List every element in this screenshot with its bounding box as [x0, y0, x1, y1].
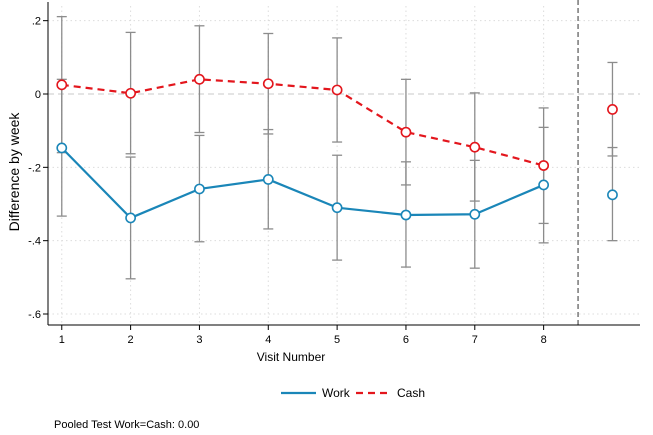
y-tick-label: 0 [35, 89, 41, 101]
y-tick-label: -.2 [28, 162, 41, 174]
x-tick-label: 2 [128, 334, 134, 346]
data-point-work [538, 179, 550, 191]
series-line-work [60, 147, 545, 220]
data-point-work [262, 174, 274, 185]
x-tick-label: 6 [403, 334, 409, 346]
y-tick-label: .2 [32, 16, 41, 28]
data-point-cash [194, 73, 205, 85]
x-axis-title: Visit Number [257, 350, 325, 364]
data-point-work [125, 212, 137, 224]
data-point-cash [262, 78, 274, 90]
y-tick-label: -.6 [28, 309, 41, 321]
x-tick-label: 1 [59, 334, 65, 346]
x-tick-label: 3 [196, 334, 202, 346]
series-lines [60, 78, 545, 220]
data-point-cash [400, 126, 412, 138]
axes: .2 0 -.2 -.4 -.6 1 2 3 4 5 6 7 8 [28, 2, 640, 346]
legend-label-cash: Cash [397, 386, 425, 400]
grid-lines [48, 6, 640, 325]
data-point-cash [469, 141, 481, 153]
data-point-work [331, 202, 343, 214]
y-tick-label: -.4 [28, 236, 41, 248]
x-tick-label: 5 [334, 334, 340, 346]
reference-lines [48, 0, 640, 325]
data-point-cash [56, 79, 68, 91]
data-point-work [400, 209, 412, 221]
data-point-cash [125, 87, 137, 99]
data-points [56, 73, 618, 224]
y-axis-title: Difference by week [6, 112, 22, 232]
pooled-point-cash [607, 104, 618, 115]
data-point-work [56, 142, 68, 154]
legend-label-work: Work [322, 386, 351, 400]
confidence-intervals [56, 15, 618, 280]
series-line-cash [61, 78, 544, 167]
data-point-cash [331, 84, 343, 96]
data-point-work [469, 208, 481, 220]
data-point-cash [538, 160, 550, 171]
x-tick-label: 7 [472, 334, 478, 346]
pooled-point-work [607, 189, 618, 201]
x-tick-label: 8 [541, 334, 547, 346]
x-tick-label: 4 [265, 334, 271, 346]
legend: Work Cash [281, 386, 425, 400]
pooled-test-note: Pooled Test Work=Cash: 0.00 [54, 419, 199, 431]
data-point-work [194, 183, 205, 195]
